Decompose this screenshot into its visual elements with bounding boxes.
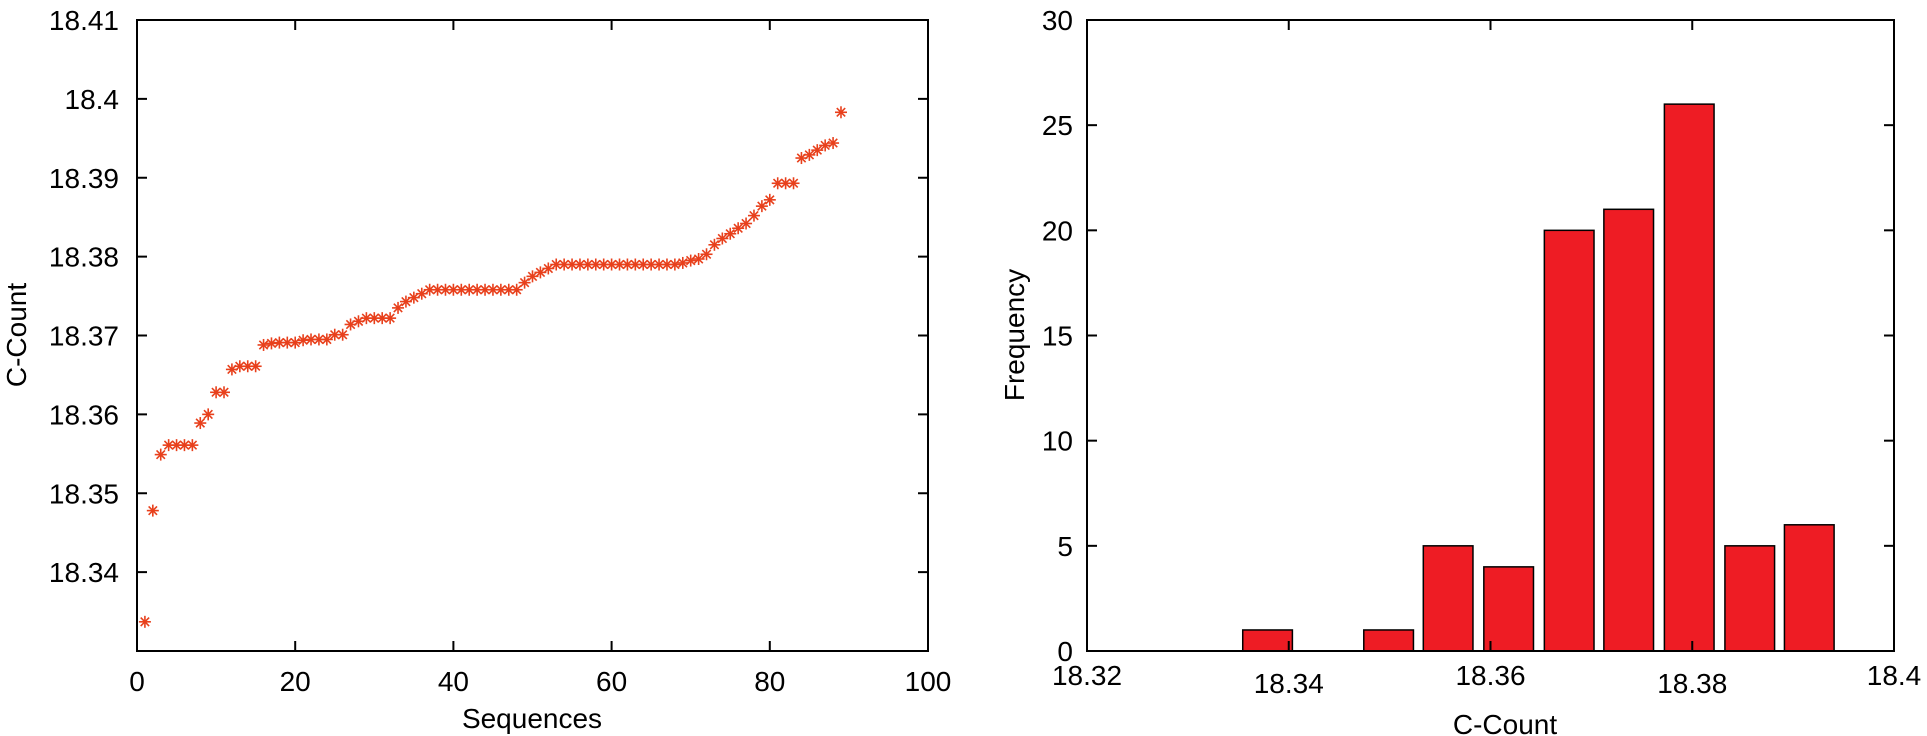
histogram-bar	[1422, 545, 1474, 652]
scatter-point	[336, 328, 349, 341]
scatter-point	[787, 177, 800, 190]
scatter-point	[732, 222, 745, 235]
scatter-x-tick-label: 0	[129, 666, 145, 697]
scatter-point	[502, 283, 515, 296]
scatter-point	[463, 283, 476, 296]
scatter-point	[384, 312, 397, 325]
scatter-point	[146, 504, 159, 517]
scatter-y-tick-label: 18.4	[65, 84, 120, 115]
scatter-y-tick-label: 18.41	[49, 5, 119, 36]
scatter-plot-frame	[136, 19, 929, 652]
scatter-point	[289, 336, 302, 349]
histogram-x-tick-label: 18.36	[1455, 660, 1525, 691]
scatter-point	[218, 386, 231, 399]
scatter-point	[510, 283, 523, 296]
scatter-point	[716, 232, 729, 245]
scatter-point	[613, 258, 626, 271]
scatter-point	[320, 333, 333, 346]
scatter-y-tick-label: 18.36	[49, 399, 119, 430]
histogram-y-axis-label: Frequency	[999, 269, 1030, 401]
scatter-point	[154, 448, 167, 461]
histogram-y-tick-label: 30	[1042, 5, 1073, 36]
scatter-point	[447, 283, 460, 296]
scatter-y-tick-label: 18.34	[49, 557, 119, 588]
histogram-y-tick-label: 15	[1042, 321, 1073, 352]
histogram-x-tick-label: 18.32	[1052, 660, 1122, 691]
scatter-point	[811, 144, 824, 157]
scatter-x-tick-label: 100	[905, 666, 952, 697]
scatter-x-tick-label: 40	[438, 666, 469, 697]
scatter-ticks: 0 20 40 60 80 100 18.34 18.35 18.36 18.37 18.38 18.…	[49, 5, 951, 697]
histogram-bar	[1241, 629, 1294, 652]
histogram-y-tick-label: 20	[1042, 215, 1073, 246]
histogram-x-axis-label: C-Count	[1453, 709, 1557, 736]
histogram-ticks: 18.32 18.34 18.36 18.38 18.4 0 5 10 15 20 25 30	[1042, 5, 1921, 699]
scatter-point	[747, 209, 760, 222]
scatter-point	[178, 439, 191, 452]
scatter-point	[249, 360, 262, 373]
scatter-y-tick-label: 18.38	[49, 242, 119, 273]
scatter-y-axis-label: C-Count	[1, 283, 32, 387]
scatter-point	[186, 439, 199, 452]
scatter-point	[763, 193, 776, 206]
histogram-bars	[1241, 103, 1835, 652]
scatter-y-tick-label: 18.35	[49, 478, 119, 509]
histogram-y-tick-label: 5	[1057, 531, 1073, 562]
histogram-panel: 18.32 18.34 18.36 18.38 18.4 0 5 10 15 20 25 30 C-C…	[999, 5, 1921, 736]
scatter-point	[202, 408, 215, 421]
scatter-panel: 0 20 40 60 80 100 18.34 18.35 18.36 18.37 18.38 18.…	[1, 5, 951, 734]
scatter-point	[684, 254, 697, 267]
scatter-point	[803, 148, 816, 161]
histogram-bar	[1603, 208, 1655, 652]
scatter-x-tick-label: 80	[754, 666, 785, 697]
scatter-point	[668, 258, 681, 271]
scatter-point	[407, 291, 420, 304]
histogram-y-tick-label: 0	[1057, 636, 1073, 667]
histogram-bar	[1783, 524, 1835, 652]
scatter-point	[550, 258, 563, 271]
histogram-bar	[1483, 566, 1535, 652]
scatter-point	[257, 338, 270, 351]
histogram-bar	[1663, 103, 1715, 652]
scatter-point	[755, 200, 768, 213]
histogram-x-tick-label: 18.4	[1867, 660, 1922, 691]
scatter-point	[724, 227, 737, 240]
histogram-x-tick-label: 18.38	[1657, 668, 1727, 699]
histogram-bar	[1543, 229, 1595, 652]
scatter-point	[194, 417, 207, 430]
histogram-bar	[1363, 629, 1415, 652]
scatter-point	[827, 137, 840, 150]
scatter-point	[700, 248, 713, 261]
scatter-points	[138, 106, 847, 628]
histogram-x-tick-label: 18.34	[1254, 668, 1324, 699]
scatter-point	[392, 301, 405, 314]
scatter-point	[708, 238, 721, 251]
histogram-bar	[1724, 545, 1776, 652]
scatter-point	[740, 217, 753, 230]
scatter-point	[431, 283, 444, 296]
histogram-y-tick-label: 10	[1042, 426, 1073, 457]
scatter-x-tick-label: 60	[596, 666, 627, 697]
scatter-x-tick-label: 20	[280, 666, 311, 697]
scatter-point	[455, 283, 468, 296]
scatter-point	[834, 106, 847, 119]
scatter-point	[138, 615, 151, 628]
scatter-y-tick-label: 18.37	[49, 321, 119, 352]
scatter-point	[518, 276, 531, 289]
scatter-x-axis-label: Sequences	[462, 703, 602, 734]
scatter-point	[819, 139, 832, 152]
histogram-y-tick-label: 25	[1042, 110, 1073, 141]
scatter-point	[281, 336, 294, 349]
scatter-y-tick-label: 18.39	[49, 163, 119, 194]
scatter-point	[692, 252, 705, 265]
scatter-point	[312, 333, 325, 346]
